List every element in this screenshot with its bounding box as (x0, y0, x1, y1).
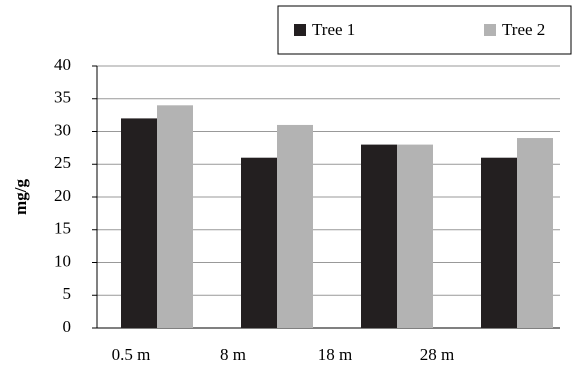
legend-swatch (294, 24, 306, 36)
bar (361, 144, 397, 328)
y-tick-label: 10 (54, 251, 71, 270)
bar (397, 144, 433, 328)
x-tick-label: 18 m (318, 345, 352, 364)
bar (481, 157, 517, 328)
y-axis-label: mg/g (11, 179, 30, 215)
y-tick-label: 35 (54, 88, 71, 107)
bar (277, 124, 313, 328)
legend-box (277, 5, 572, 55)
legend-label: Tree 2 (502, 20, 545, 39)
y-tick-label: 5 (63, 284, 72, 303)
x-tick-label: 8 m (220, 345, 246, 364)
y-tick-label: 30 (54, 120, 71, 139)
x-tick-label: 28 m (420, 345, 454, 364)
bar (157, 105, 193, 328)
bar (517, 138, 553, 328)
y-tick-label: 25 (54, 153, 71, 172)
y-tick-label: 15 (54, 219, 71, 238)
legend-label: Tree 1 (312, 20, 355, 39)
y-tick-label: 40 (54, 55, 71, 74)
x-tick-label: 0.5 m (112, 345, 151, 364)
legend-swatch (484, 24, 496, 36)
bar (241, 157, 277, 328)
y-tick-label: 0 (63, 317, 72, 336)
y-tick-label: 20 (54, 186, 71, 205)
bar (121, 118, 157, 329)
